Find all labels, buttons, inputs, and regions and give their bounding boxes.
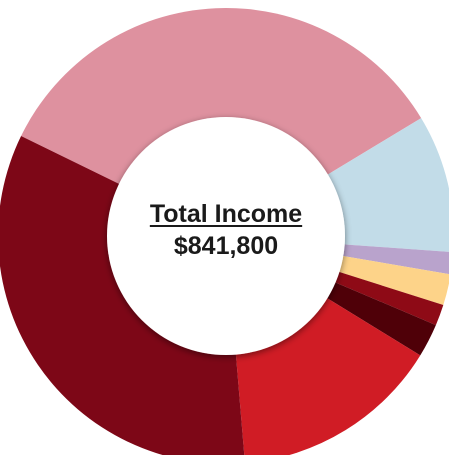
- center-label: Total Income $841,800: [114, 198, 338, 262]
- total-income-value: $841,800: [173, 232, 279, 260]
- donut-center-hole: [107, 117, 345, 355]
- total-income-title: Total Income: [149, 200, 303, 228]
